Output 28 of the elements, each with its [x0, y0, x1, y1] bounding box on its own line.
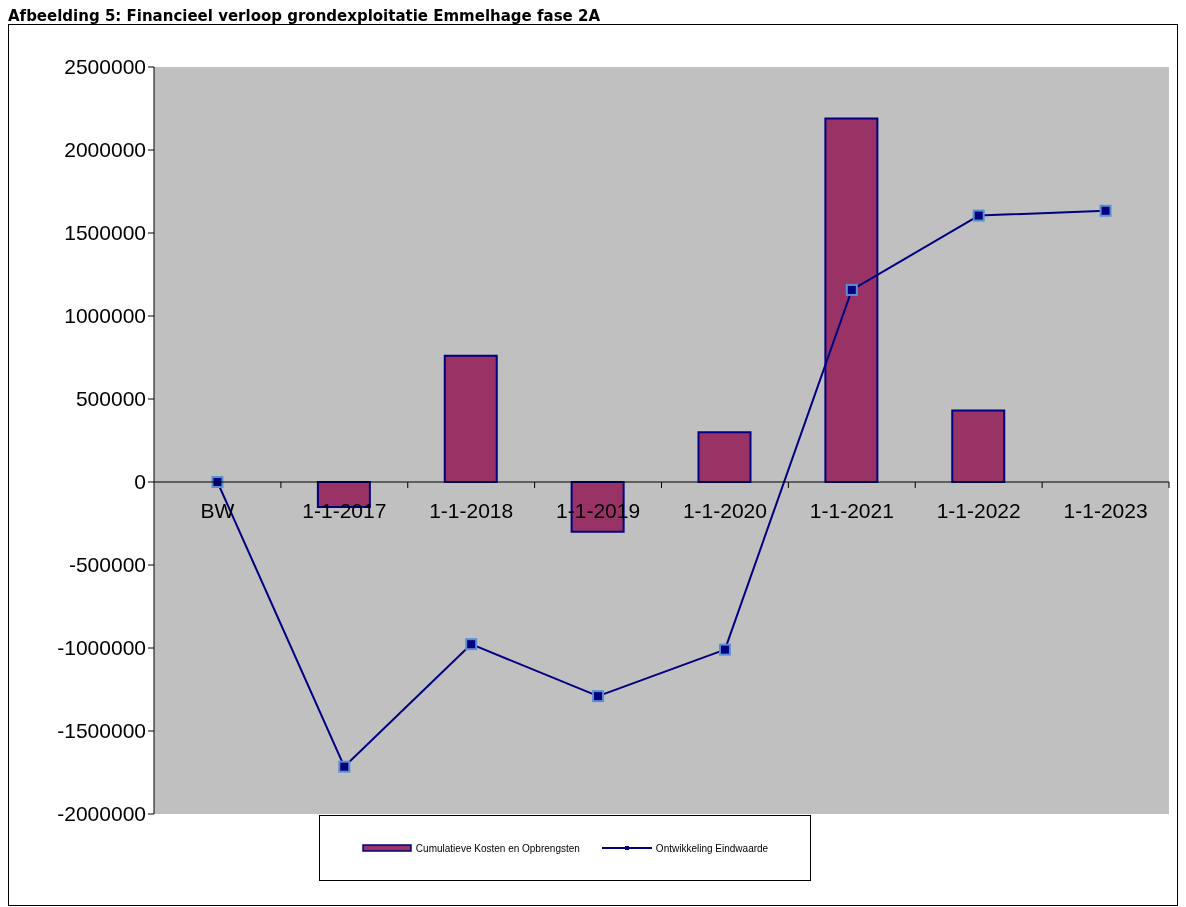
point	[1099, 204, 1112, 217]
chart-title: Afbeelding 5: Financieel verloop grondexploitatie Emmelhage fase 2A	[8, 7, 601, 25]
x-tick-label: 1-1-2018	[429, 499, 514, 522]
point	[845, 283, 858, 296]
y-tick-label: 2500000	[64, 55, 146, 79]
y-tick-label: -1500000	[57, 719, 146, 743]
y-tick-label: -1000000	[57, 636, 146, 660]
legend-label: Cumulatieve Kosten en Opbrengsten	[415, 842, 580, 854]
legend-label: Ontwikkeling Eindwaarde	[655, 842, 769, 854]
y-tick-label: 1000000	[64, 304, 146, 328]
bar	[443, 354, 498, 483]
point	[338, 760, 351, 773]
y-tick-label: 2000000	[64, 138, 146, 162]
y-tick-label: 1500000	[64, 221, 146, 245]
y-tick-label: -500000	[68, 553, 146, 577]
y-tick-label: 500000	[75, 387, 146, 411]
bar	[697, 431, 752, 483]
point	[718, 643, 731, 656]
y-tick-label: 0	[134, 470, 146, 494]
x-tick-label: 1-1-2021	[809, 499, 894, 522]
x-tick-label: 1-1-2023	[1063, 499, 1148, 522]
point	[592, 690, 605, 703]
bar	[951, 409, 1006, 483]
point	[465, 638, 478, 651]
x-tick-label: 1-1-2022	[936, 499, 1021, 522]
x-tick-label: 1-1-2020	[682, 499, 767, 522]
point	[972, 209, 985, 222]
y-tick-label: -2000000	[57, 802, 146, 826]
